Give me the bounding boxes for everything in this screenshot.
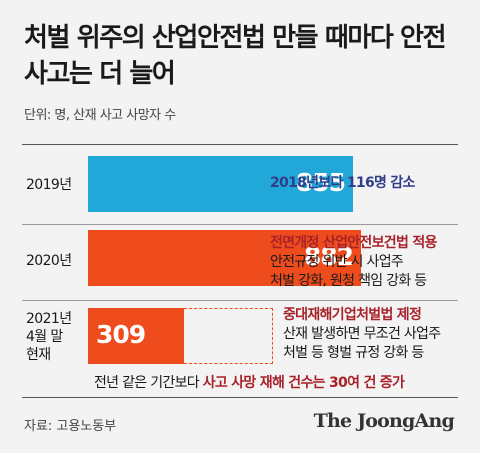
year-line: 현재 [26, 347, 51, 363]
note-line: 안전규정 위반 시 사업주 [270, 253, 437, 272]
note-line: 중대재해기업처벌법 제정 [283, 306, 440, 325]
note-line: 처벌 등 형벌 규정 강화 등 [283, 344, 440, 363]
bar-2021 [88, 308, 184, 364]
note-text: 2018년보다 116명 감소 [270, 175, 415, 191]
note-text: 처벌 강화, 원청 책임 강화 등 [270, 273, 427, 289]
note-text: 안전규정 위반 시 사업주 [270, 254, 404, 270]
bar-2019 [88, 156, 353, 212]
year-line: 4월 말 [26, 329, 63, 345]
note-text: 중대재해기업처벌법 제정 [283, 307, 422, 323]
bottom-rule [22, 397, 458, 398]
unit-label: 단위: 명, 산재 사고 사망자 수 [24, 108, 176, 123]
bar-2020 [88, 230, 361, 286]
publisher-logo: The JoongAng [313, 410, 455, 432]
note-text: 산재 발생하면 무조건 사업주 [283, 326, 441, 342]
note-2019: 2018년보다 116명 감소 [270, 174, 415, 193]
year-label-2020: 2020년 [26, 252, 72, 270]
note-text: 처벌 등 형벌 규정 강화 등 [283, 345, 424, 361]
note-line: 산재 발생하면 무조건 사업주 [283, 325, 441, 344]
source-label: 자료: 고용노동부 [24, 419, 117, 434]
value-label-2020: 882 [303, 242, 354, 271]
chart-title: 처벌 위주의 산업안전법 만들 때마다 안전사고는 더 늘어 [24, 23, 447, 89]
note-line: 2018년보다 116명 감소 [270, 174, 415, 193]
note-line: 처벌 강화, 원청 책임 강화 등 [270, 272, 437, 291]
top-rule [22, 144, 458, 145]
year-line: 2019년 [26, 177, 72, 193]
note-text: 전년 같은 기간보다 [94, 375, 203, 391]
value-label-2019: 855 [295, 168, 346, 197]
year-line: 2020년 [26, 253, 72, 269]
note-text: 사고 사망 재해 건수는 30여 건 증가 [202, 375, 405, 391]
value-label-2021: 309 [96, 320, 146, 349]
year-line: 2021년 [26, 311, 72, 327]
note-line: 전면개정 산업안전보건법 적용 [270, 234, 437, 253]
comparison-note: 전년 같은 기간보다 사고 사망 재해 건수는 30여 건 증가 [94, 372, 405, 392]
year-label-2019: 2019년 [26, 176, 72, 194]
note-text: 전면개정 산업안전보건법 적용 [270, 235, 437, 251]
row-divider [22, 300, 458, 301]
row-divider [22, 224, 458, 225]
